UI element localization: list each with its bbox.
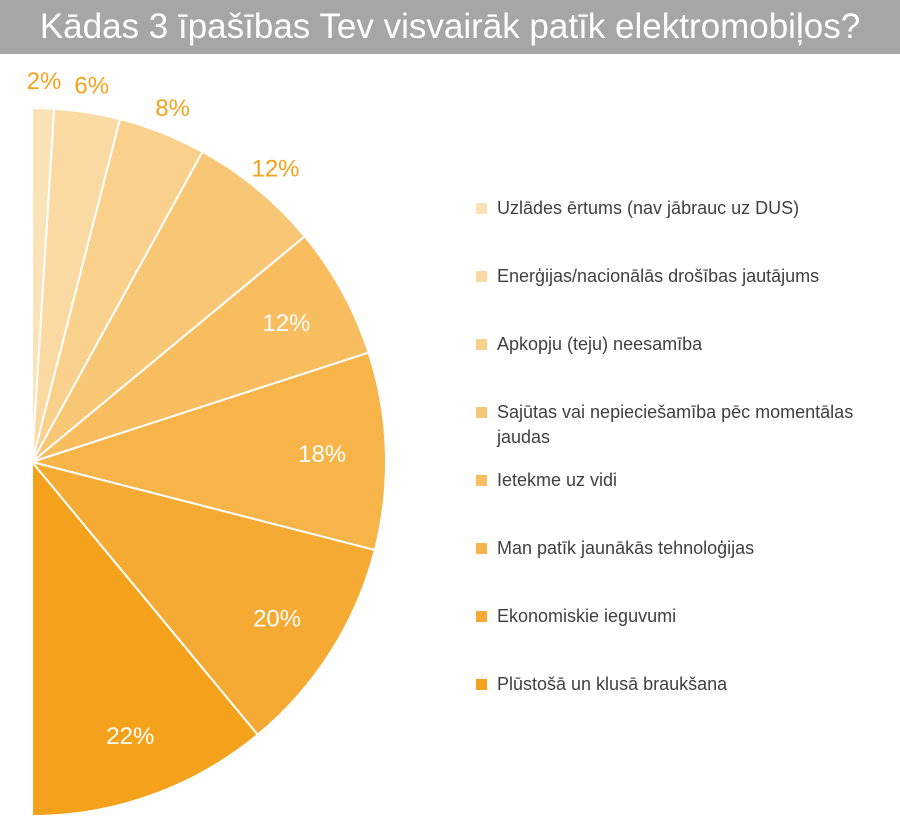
data-label: 22% <box>106 723 154 750</box>
legend-item: Apkopju (teju) neesamība <box>476 332 857 357</box>
pie-slice <box>31 150 307 463</box>
legend-item: Ietekme uz vidi <box>476 468 857 493</box>
pie-slice <box>29 460 377 737</box>
legend-item: Uzlādes ērtums (nav jābrauc uz DUS) <box>476 196 857 221</box>
data-label: 2% <box>27 68 62 95</box>
legend-swatch <box>476 203 487 214</box>
legend-swatch <box>476 339 487 350</box>
data-label: 12% <box>262 310 310 337</box>
legend-label: Uzlādes ērtums (nav jābrauc uz DUS) <box>497 198 800 218</box>
pie-slice <box>31 234 370 463</box>
legend-swatch <box>476 611 487 622</box>
data-label: 8% <box>155 95 190 122</box>
legend-swatch <box>476 679 487 690</box>
data-label: 6% <box>74 73 109 100</box>
pie-slice <box>28 351 387 552</box>
legend-label: Ietekme uz vidi <box>497 470 618 490</box>
data-label: 20% <box>253 606 301 633</box>
legend-label: Apkopju (teju) neesamība <box>497 334 703 354</box>
legend-item: Ekonomiskie ieguvumi <box>476 604 857 629</box>
legend-item: Sajūtas vai nepieciešamība pēc momentāla… <box>476 400 857 450</box>
pie-slice <box>31 459 260 818</box>
chart-title: Kādas 3 īpašības Tev visvairāk patīk ele… <box>39 7 861 46</box>
legend-item: Plūstošā un klusā braukšana <box>476 672 857 697</box>
legend-swatch <box>476 543 487 554</box>
data-label: 18% <box>298 441 346 468</box>
legend-label: Ekonomiskie ieguvumi <box>497 606 677 626</box>
data-label: 12% <box>251 156 299 183</box>
legend-label: Enerģijas/nacionālās drošības jautājums <box>497 266 820 286</box>
title-bar: Kādas 3 īpašības Tev visvairāk patīk ele… <box>0 0 900 54</box>
legend-swatch <box>476 407 487 418</box>
legend-label: Sajūtas vai nepieciešamība pēc momentāla… <box>497 402 854 447</box>
legend-swatch <box>476 271 487 282</box>
legend-label: Plūstošā un klusā braukšana <box>497 674 728 694</box>
legend-item: Man patīk jaunākās tehnoloģijas <box>476 536 857 561</box>
legend-label: Man patīk jaunākās tehnoloģijas <box>497 538 755 558</box>
legend-item: Enerģijas/nacionālās drošības jautājums <box>476 264 857 289</box>
legend-swatch <box>476 475 487 486</box>
